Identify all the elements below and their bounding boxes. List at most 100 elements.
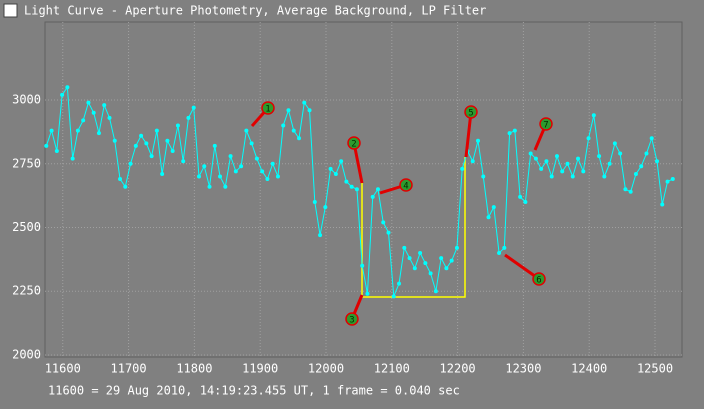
data-point (454, 245, 459, 250)
data-point (560, 169, 565, 174)
data-point (344, 179, 349, 184)
data-point (228, 154, 233, 159)
annotation-marker (532, 272, 546, 286)
data-point (597, 154, 602, 159)
data-point (386, 230, 391, 235)
data-point (175, 123, 180, 128)
data-point (260, 169, 265, 174)
data-point (439, 256, 444, 261)
data-point (623, 187, 628, 192)
highlight-box (361, 157, 466, 298)
data-point (244, 128, 249, 133)
data-point (75, 128, 80, 133)
data-point (665, 179, 670, 184)
data-point (49, 128, 54, 133)
data-point (275, 174, 280, 179)
data-point (96, 131, 101, 136)
annotation-label: 2 (351, 140, 356, 150)
data-point (265, 177, 270, 182)
data-point (476, 138, 481, 143)
annotation-label: 3 (349, 316, 354, 326)
data-point (312, 199, 317, 204)
data-point (307, 108, 312, 113)
data-point (365, 291, 370, 296)
data-point (328, 166, 333, 171)
data-point (644, 151, 649, 156)
data-point (233, 169, 238, 174)
data-point (191, 105, 196, 110)
data-point (654, 159, 659, 164)
annotation-marker (347, 136, 361, 150)
plot-frame (44, 21, 683, 358)
annotation-label: 1 (265, 105, 270, 115)
data-point (118, 177, 123, 182)
data-point (54, 149, 59, 154)
data-point (612, 141, 617, 146)
annotation-marker (539, 117, 553, 131)
data-point (512, 128, 517, 133)
x-tick-label: 12100 (374, 362, 410, 376)
data-point (581, 169, 586, 174)
data-point (254, 156, 259, 161)
data-point (154, 128, 159, 133)
data-point (549, 174, 554, 179)
data-point (123, 184, 128, 189)
data-point (528, 151, 533, 156)
data-point (433, 289, 438, 294)
data-point (586, 136, 591, 141)
annotation-marker (399, 178, 413, 192)
data-point (370, 194, 375, 199)
annotation-label: 6 (536, 276, 541, 286)
annotation-marker (261, 101, 275, 115)
data-point (497, 250, 502, 255)
light-curve (45, 85, 674, 297)
data-point (523, 199, 528, 204)
data-point (591, 113, 596, 118)
data-point (391, 294, 396, 299)
data-point (628, 189, 633, 194)
y-tick-label: 2000 (12, 347, 41, 361)
data-point (160, 171, 165, 176)
footer: 11600 = 29 Aug 2010, 14:19:23.455 UT, 1 … (48, 384, 460, 398)
data-point (539, 166, 544, 171)
data-point (481, 174, 486, 179)
data-point (649, 136, 654, 141)
data-point (207, 184, 212, 189)
data-point (102, 103, 107, 108)
data-point (470, 159, 475, 164)
data-point (375, 187, 380, 192)
data-point (618, 151, 623, 156)
data-point (133, 143, 138, 148)
data-point (286, 108, 291, 113)
data-point (607, 161, 612, 166)
x-tick-label: 12500 (637, 362, 673, 376)
data-point (633, 171, 638, 176)
data-point (302, 100, 307, 105)
data-point (602, 174, 607, 179)
data-point (202, 164, 207, 169)
y-tick-label: 3000 (12, 93, 41, 107)
y-tick-label: 2250 (12, 284, 41, 298)
data-point (139, 133, 144, 138)
data-point (212, 143, 217, 148)
data-point (65, 85, 70, 90)
window-icon (3, 3, 18, 18)
annotation-label: 7 (543, 121, 548, 131)
data-point (576, 156, 581, 161)
annotation-marker (464, 105, 478, 119)
data-point (423, 261, 428, 266)
data-point (91, 110, 96, 115)
data-point (60, 92, 65, 97)
data-point (112, 138, 117, 143)
data-point (381, 220, 386, 225)
x-tick-label: 12300 (505, 362, 541, 376)
data-point (223, 184, 228, 189)
data-point (397, 281, 402, 286)
data-point (181, 159, 186, 164)
data-point (107, 115, 112, 120)
annotation-pointer (352, 142, 364, 184)
data-point (565, 161, 570, 166)
data-point (407, 256, 412, 261)
